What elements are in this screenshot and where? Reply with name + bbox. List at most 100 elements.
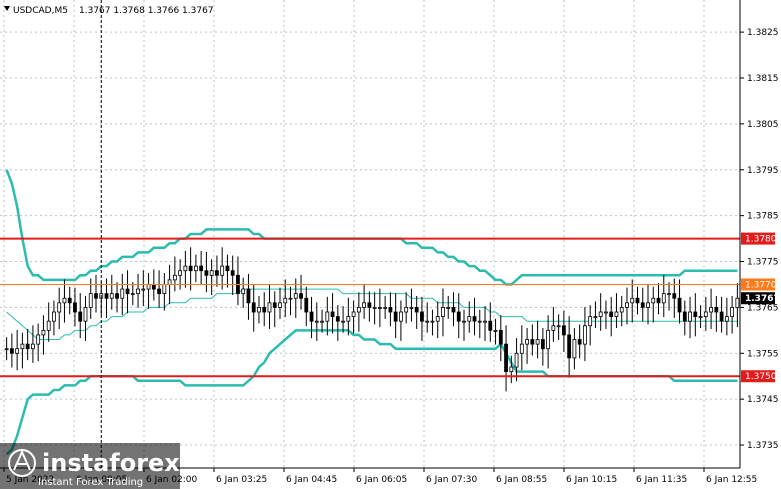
candle-body <box>703 311 708 317</box>
level-label: 1.3750 <box>745 372 777 382</box>
candle-body <box>346 316 351 322</box>
candle-body <box>619 307 624 313</box>
candle-body <box>262 307 267 313</box>
current-price-label: 1.3767 <box>745 294 780 304</box>
y-tick-label: 1.3775 <box>747 258 779 268</box>
candle-body <box>230 270 235 276</box>
candle-body <box>467 316 472 322</box>
y-tick-label: 1.3745 <box>747 395 779 405</box>
candle-body <box>661 293 666 304</box>
x-tick-label: 6 Jan 03:25 <box>216 475 267 485</box>
candle-body <box>588 316 593 327</box>
candle-body <box>583 325 587 345</box>
candle-body <box>540 339 545 350</box>
x-tick-label: 6 Jan 08:55 <box>496 475 547 485</box>
dropdown-triangle-icon[interactable] <box>4 6 10 11</box>
candle-body <box>635 297 640 304</box>
candle-body <box>351 311 356 317</box>
candle-body <box>677 297 682 313</box>
candle-body <box>388 307 393 313</box>
candle-body <box>646 302 650 308</box>
candle-body <box>462 320 466 323</box>
candle-body <box>15 348 20 354</box>
candle-body <box>514 352 519 368</box>
y-tick-label: 1.3805 <box>747 120 779 130</box>
candle-body <box>304 297 309 313</box>
candle-body <box>67 297 72 304</box>
candle-body <box>220 265 225 276</box>
instaforex-logo: instaforex Instant Forex Trading <box>0 443 180 489</box>
candle-body <box>309 311 314 322</box>
candle-body <box>377 307 382 309</box>
candle-body <box>456 311 461 322</box>
candle-body <box>367 302 372 308</box>
current-price-box <box>741 292 775 305</box>
candle-body <box>78 311 83 322</box>
candle-body <box>130 293 135 296</box>
candle-body <box>62 297 67 304</box>
logo-backdrop <box>0 443 180 489</box>
candle-body <box>420 311 424 322</box>
candle-body <box>183 265 188 272</box>
candle-body <box>204 270 209 276</box>
candle-body <box>609 311 614 317</box>
x-tick-label: 6 Jan 07:30 <box>426 475 478 485</box>
candle-body <box>383 307 388 309</box>
candle-body <box>31 343 35 350</box>
candle-body <box>546 329 551 350</box>
candle-body <box>362 302 367 308</box>
ohlc-values: 1.3767 1.3768 1.3766 1.3767 <box>79 6 214 16</box>
candle-body <box>572 339 577 359</box>
candle-body <box>409 307 414 309</box>
candle-body <box>493 329 498 332</box>
symbol-label: USDCAD,M5 <box>13 6 68 16</box>
candle-body <box>25 343 30 350</box>
candle-body <box>267 302 272 313</box>
candle-body <box>41 329 46 336</box>
candle-body <box>73 302 77 313</box>
candle-body <box>698 316 703 318</box>
candle-body <box>157 288 161 295</box>
candle-body <box>682 311 687 322</box>
logo-text: instaforex <box>42 449 180 477</box>
x-tick-label: 6 Jan 06:05 <box>356 475 407 485</box>
logo-tagline: Instant Forex Trading <box>38 477 143 488</box>
candle-body <box>735 297 740 308</box>
candle-body <box>120 288 125 299</box>
level-label-box <box>741 278 775 291</box>
logo-mark-inner-icon <box>13 449 31 471</box>
candle-body <box>188 265 193 272</box>
candle-body <box>598 311 603 317</box>
y-tick-label: 1.3735 <box>747 441 779 451</box>
candle-body <box>320 320 324 323</box>
candle-body <box>257 307 261 313</box>
candle-body <box>672 293 677 299</box>
candle-body <box>209 270 214 276</box>
candle-body <box>730 307 735 317</box>
candle-body <box>567 334 572 359</box>
candle-body <box>272 302 277 308</box>
x-tick-label: 6 Jan 11:35 <box>636 475 687 485</box>
candle-body <box>472 316 477 322</box>
candle-body <box>246 288 251 304</box>
candle-body <box>162 284 167 295</box>
x-tick-label: 6 Jan 10:15 <box>566 475 617 485</box>
y-tick-label: 1.3765 <box>747 303 779 313</box>
y-tick-label: 1.3785 <box>747 212 779 222</box>
candle-body <box>530 339 535 345</box>
candle-body <box>9 348 14 354</box>
candle-body <box>556 325 561 328</box>
y-tick-label: 1.3755 <box>747 349 779 359</box>
candle-body <box>136 288 140 295</box>
candle-body <box>372 307 377 309</box>
y-tick-label: 1.3795 <box>747 166 779 176</box>
candle-body <box>314 320 319 323</box>
level-label: 1.3780 <box>745 235 777 245</box>
candle-body <box>151 284 156 290</box>
candle-body <box>36 334 41 345</box>
candle-body <box>293 293 298 299</box>
candle-body <box>724 316 729 322</box>
candle-body <box>94 293 98 299</box>
